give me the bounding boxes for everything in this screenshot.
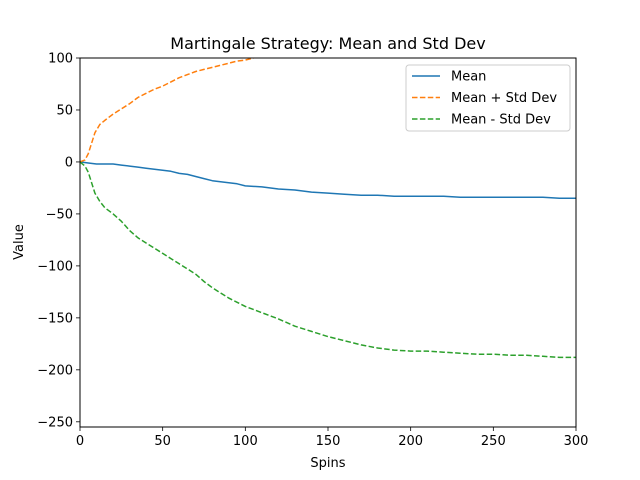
- series-layer: [80, 58, 576, 359]
- chart-title: Martingale Strategy: Mean and Std Dev: [170, 34, 485, 53]
- x-tick-label: 300: [564, 434, 589, 449]
- y-tick-label: 50: [56, 103, 73, 118]
- y-tick-label: −150: [37, 311, 73, 326]
- y-tick-label: −250: [37, 415, 73, 430]
- y-tick-label: −50: [46, 207, 73, 222]
- x-tick-label: 50: [154, 434, 171, 449]
- x-tick-label: 200: [398, 434, 423, 449]
- x-tick-label: 100: [233, 434, 258, 449]
- x-axis-label: Spins: [310, 456, 345, 471]
- y-tick-label: −200: [37, 363, 73, 378]
- x-axis: 0 50 100 150 200 250 300: [76, 427, 589, 449]
- series-line-1: [80, 58, 254, 163]
- legend-label-0: Mean: [451, 70, 486, 85]
- y-tick-label: 100: [48, 52, 73, 67]
- legend-label-1: Mean + Std Dev: [451, 91, 557, 106]
- y-axis-label: Value: [12, 224, 27, 260]
- y-tick-label: −100: [37, 259, 73, 274]
- series-line-2: [80, 161, 576, 359]
- x-tick-label: 250: [481, 434, 506, 449]
- series-line-0: [80, 161, 576, 200]
- x-tick-label: 0: [76, 434, 84, 449]
- y-axis: 100 50 0 −50 −100 −150 −200 −250: [37, 52, 80, 430]
- legend-label-2: Mean - Std Dev: [451, 113, 551, 128]
- legend-box: [405, 64, 571, 132]
- y-tick-label: 0: [65, 155, 73, 170]
- x-tick-label: 150: [316, 434, 341, 449]
- legend: Mean Mean + Std Dev Mean - Std Dev: [405, 64, 571, 132]
